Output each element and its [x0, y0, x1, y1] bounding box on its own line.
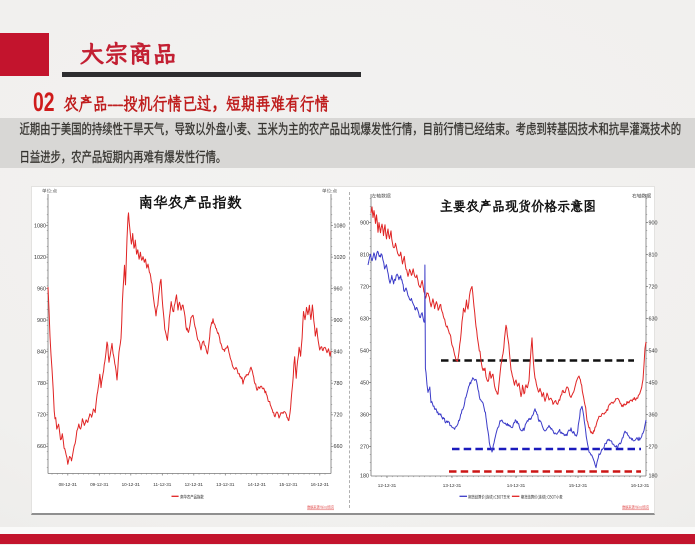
svg-text:10-12-31: 10-12-31	[122, 482, 141, 487]
svg-text:13-12-31: 13-12-31	[216, 482, 235, 487]
svg-text:720: 720	[334, 413, 343, 419]
svg-text:960: 960	[37, 286, 46, 292]
svg-text:630: 630	[360, 316, 369, 322]
svg-text:270: 270	[649, 444, 658, 450]
svg-text:720: 720	[649, 284, 658, 290]
svg-text:960: 960	[334, 286, 343, 292]
svg-text:360: 360	[360, 412, 369, 418]
svg-text:780: 780	[334, 381, 343, 387]
svg-text:02: 02	[33, 87, 55, 117]
svg-text:270: 270	[360, 444, 369, 450]
svg-text:660: 660	[37, 444, 46, 450]
svg-text:900: 900	[334, 318, 343, 324]
svg-text:810: 810	[649, 252, 658, 258]
svg-text:16-12-31: 16-12-31	[311, 482, 330, 487]
svg-text:1080: 1080	[334, 223, 346, 229]
svg-text:540: 540	[649, 348, 658, 354]
svg-text:1080: 1080	[34, 223, 46, 229]
svg-text:450: 450	[649, 380, 658, 386]
svg-text:15-12-31: 15-12-31	[279, 482, 298, 487]
svg-text:180: 180	[360, 474, 369, 480]
svg-text:840: 840	[334, 350, 343, 356]
svg-text:16-12-31: 16-12-31	[631, 483, 650, 488]
svg-text:660: 660	[334, 444, 343, 450]
svg-text:14-12-31: 14-12-31	[248, 482, 267, 487]
svg-text:840: 840	[37, 350, 46, 356]
svg-text:12-12-31: 12-12-31	[185, 482, 204, 487]
svg-text:360: 360	[649, 412, 658, 418]
svg-text:450: 450	[360, 380, 369, 386]
svg-text:900: 900	[37, 318, 46, 324]
svg-text:14-12-31: 14-12-31	[507, 483, 526, 488]
svg-text:720: 720	[360, 284, 369, 290]
svg-text:900: 900	[649, 220, 658, 226]
svg-text:12-12-31: 12-12-31	[378, 483, 397, 488]
svg-text:15-12-31: 15-12-31	[569, 483, 588, 488]
svg-text:09-12-31: 09-12-31	[90, 482, 109, 487]
svg-text:630: 630	[649, 316, 658, 322]
svg-text:720: 720	[37, 413, 46, 419]
svg-text:540: 540	[360, 348, 369, 354]
svg-text:1020: 1020	[334, 255, 346, 261]
svg-text:180: 180	[649, 474, 658, 480]
svg-text:08-12-31: 08-12-31	[59, 482, 78, 487]
svg-text:810: 810	[360, 252, 369, 258]
svg-text:780: 780	[37, 381, 46, 387]
svg-text:900: 900	[360, 220, 369, 226]
svg-text:1020: 1020	[34, 255, 46, 261]
svg-text:13-12-31: 13-12-31	[443, 483, 462, 488]
svg-text:11-12-31: 11-12-31	[153, 482, 171, 487]
